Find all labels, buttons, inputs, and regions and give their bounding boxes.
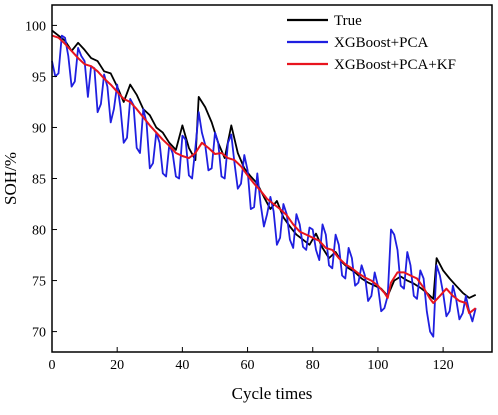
y-tick-label: 100 — [25, 19, 46, 34]
y-tick-label: 85 — [32, 173, 46, 188]
x-tick-label: 80 — [306, 358, 320, 373]
x-axis-title: Cycle times — [232, 384, 313, 403]
y-tick-label: 95 — [32, 70, 46, 85]
y-tick-label: 90 — [32, 121, 46, 136]
x-tick-label: 40 — [175, 358, 189, 373]
legend-label-1: True — [334, 13, 362, 29]
x-tick-label: 60 — [241, 358, 255, 373]
series-line-1 — [51, 29, 477, 300]
x-tick-label: 20 — [110, 358, 124, 373]
legend: True XGBoost+PCA XGBoost+PCA+KF — [287, 13, 456, 73]
y-tick-label: 70 — [32, 326, 46, 341]
series-layer — [51, 29, 477, 338]
y-tick-label: 80 — [32, 224, 46, 239]
legend-label-2: XGBoost+PCA — [334, 35, 428, 51]
y-axis-title: SOH/% — [1, 152, 20, 205]
x-axis: 0 20 40 60 80 100 120 — [49, 347, 454, 373]
y-tick-label: 75 — [32, 275, 46, 290]
legend-label-3: XGBoost+PCA+KF — [334, 57, 456, 73]
y-axis: 70 75 80 85 90 95 100 — [25, 19, 57, 341]
x-tick-label: 100 — [367, 358, 388, 373]
series-line-3 — [51, 34, 477, 315]
x-tick-label: 0 — [49, 358, 56, 373]
x-tick-label: 120 — [433, 358, 454, 373]
series-line-2 — [51, 34, 477, 338]
